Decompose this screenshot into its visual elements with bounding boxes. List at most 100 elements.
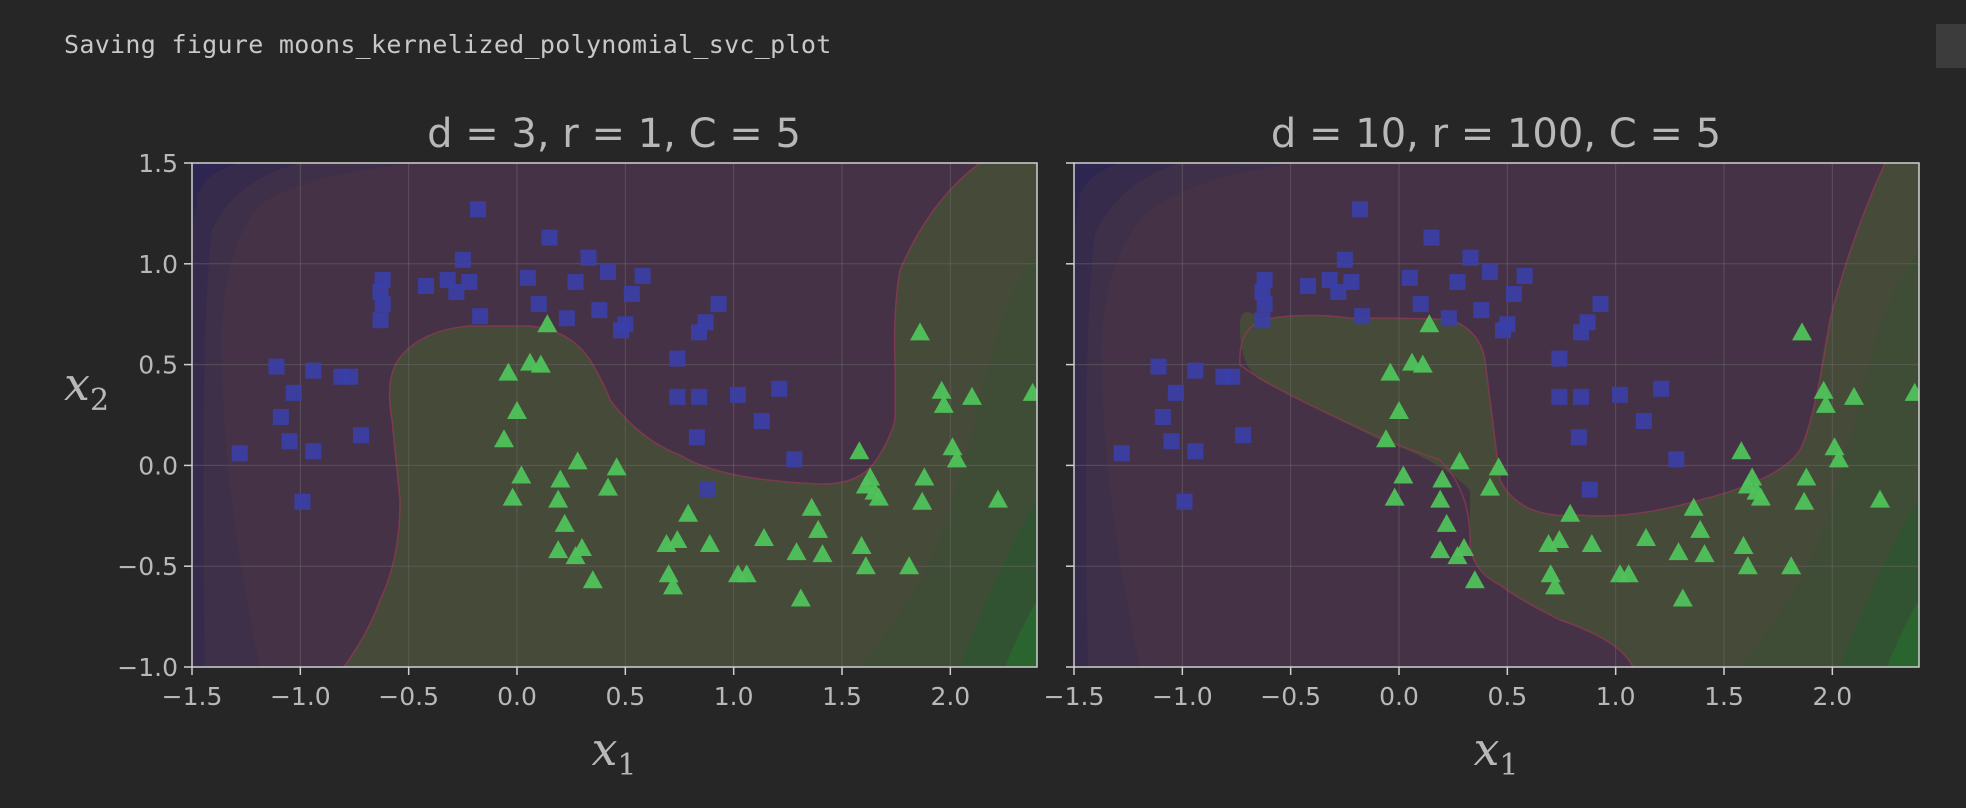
- class1-point: [1904, 382, 1919, 401]
- class1-point: [1430, 489, 1451, 508]
- class1-point: [1672, 588, 1693, 607]
- class0-point: [699, 481, 716, 498]
- class1-point: [1668, 542, 1689, 561]
- class1-point: [598, 477, 618, 496]
- class1-point: [530, 354, 551, 373]
- class1-point: [1737, 556, 1758, 575]
- class0-point: [1505, 286, 1522, 303]
- y-tick-label: −0.5: [117, 552, 178, 581]
- class1-point: [1480, 477, 1500, 496]
- class0-point: [1300, 277, 1316, 294]
- class0-point: [1440, 310, 1457, 327]
- class1-point: [808, 519, 829, 538]
- class0-point: [1235, 427, 1251, 444]
- class1-point: [567, 451, 588, 470]
- class0-point: [472, 308, 489, 325]
- class0-point: [1516, 267, 1533, 284]
- class1-point: [582, 570, 603, 589]
- x-ticks-left: −1.5 −1.0 −0.5 0.0 0.5 1.0 1.5 2.0: [162, 667, 970, 711]
- class1-point: [1792, 322, 1812, 341]
- class1-point: [1380, 362, 1401, 381]
- x-tick-label: −0.5: [378, 682, 439, 711]
- class0-point: [771, 380, 788, 397]
- class1-point: [736, 564, 757, 583]
- axes-frame-right: [1073, 162, 1920, 668]
- class1-point: [790, 588, 811, 607]
- class0-point: [1254, 312, 1271, 329]
- class1-point: [912, 491, 933, 510]
- class1-point: [1376, 429, 1396, 448]
- class0-point: [1653, 380, 1670, 397]
- x-axis-label-left: x1: [591, 722, 636, 783]
- cell-output-text: Saving figure moons_kernelized_polynomia…: [64, 30, 832, 59]
- class1-point: [1488, 457, 1509, 476]
- class0-point: [1150, 358, 1167, 375]
- class1-point: [1781, 556, 1802, 575]
- x-tick-label: 2.0: [1812, 682, 1852, 711]
- class0-point: [730, 386, 746, 403]
- y-tick-label: 1.0: [138, 250, 178, 279]
- class1-point: [1545, 576, 1565, 595]
- class0-point: [1336, 251, 1353, 268]
- class1-point: [1618, 564, 1639, 583]
- class0-point: [1187, 443, 1204, 460]
- class0-point: [1462, 249, 1479, 266]
- class0-point: [305, 362, 322, 379]
- class0-point: [372, 312, 389, 329]
- class1-point: [801, 497, 822, 516]
- class1-point: [1731, 441, 1752, 460]
- class1-point: [1815, 394, 1836, 413]
- class0-point: [541, 229, 558, 246]
- class0-point: [1570, 429, 1587, 446]
- class0-point: [231, 445, 248, 462]
- class1-point: [1750, 487, 1771, 506]
- x-axis-label-right: x1: [1473, 722, 1518, 783]
- x-tick-label: 2.0: [930, 682, 970, 711]
- class1-point: [1430, 540, 1451, 559]
- class0-point: [1551, 350, 1568, 367]
- class0-point: [519, 269, 536, 286]
- y-ticks-left: −1.0 −0.5 0.0 0.5 1.0 1.5: [117, 149, 192, 682]
- class1-point: [1393, 465, 1414, 484]
- scrollbar-thumb[interactable]: [1936, 24, 1966, 68]
- class1-point: [1389, 400, 1409, 419]
- class0-point: [580, 249, 597, 266]
- class1-point: [548, 489, 569, 508]
- class1-point: [1384, 487, 1405, 506]
- class1-point: [851, 536, 872, 555]
- class0-point: [567, 273, 584, 290]
- axes-frame-left: [191, 162, 1038, 668]
- class0-point: [1343, 273, 1360, 290]
- class1-point: [699, 534, 720, 553]
- class1-point: [899, 556, 920, 575]
- class1-point: [550, 469, 571, 488]
- class0-point: [374, 271, 391, 288]
- class1-point: [565, 546, 586, 565]
- class0-point: [1592, 296, 1609, 313]
- class0-point: [623, 286, 640, 303]
- class1-point: [910, 322, 930, 341]
- x-tick-label: 0.5: [605, 682, 645, 711]
- subplot-left: −1.5 −1.0 −0.5 0.0 0.5 1.0 1.5 2.0 −1.0−0.50.00…: [64, 111, 1038, 783]
- class1-point: [1794, 491, 1815, 510]
- class0-point: [374, 296, 391, 313]
- x-tick-label: −0.5: [1260, 682, 1321, 711]
- class1-point: [1796, 467, 1817, 486]
- class1-point: [1828, 449, 1849, 468]
- class0-point: [305, 443, 322, 460]
- decision-regions-right: [1074, 163, 1919, 667]
- decision-regions-left: [192, 163, 1037, 667]
- class0-point: [272, 409, 289, 426]
- class1-point: [1419, 314, 1440, 333]
- class0-point: [669, 388, 686, 405]
- class0-point: [753, 413, 770, 430]
- class1-point: [511, 465, 532, 484]
- class0-point: [691, 388, 707, 405]
- grid-right: [1074, 163, 1919, 667]
- class1-point: [1432, 469, 1453, 488]
- class1-point: [933, 394, 954, 413]
- class0-point: [1330, 284, 1347, 301]
- x-tick-label: 1.0: [1596, 682, 1636, 711]
- class1-point: [1447, 546, 1468, 565]
- y-tick-marks-right: [1066, 162, 1074, 668]
